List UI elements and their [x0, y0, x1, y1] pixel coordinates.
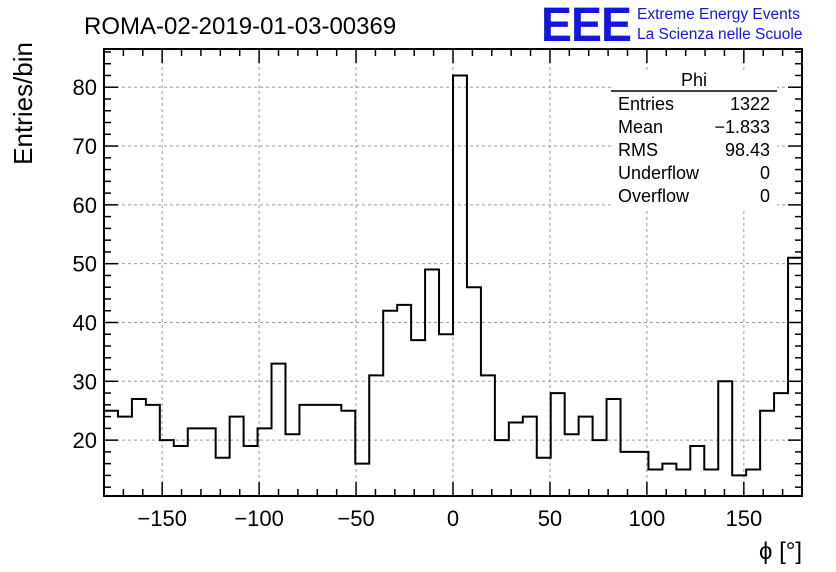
- histogram-bin: [355, 464, 369, 496]
- y-tick-label: 20: [73, 428, 97, 453]
- x-tick-label: 100: [629, 506, 666, 531]
- histogram-bin: [230, 417, 244, 496]
- histogram-bin: [202, 428, 216, 496]
- histogram-bin: [704, 470, 718, 496]
- y-axis-title: Entries/bin: [8, 42, 38, 165]
- eee-logo-mark: EEE: [541, 0, 631, 52]
- histogram-bin: [285, 434, 299, 496]
- histogram-bin: [467, 287, 481, 496]
- histogram-bin: [607, 399, 621, 496]
- x-tick-label: −100: [234, 506, 284, 531]
- x-tick-label: 150: [725, 506, 762, 531]
- histogram-bin: [662, 464, 676, 496]
- x-axis-title: ϕ [°]: [759, 538, 802, 565]
- histogram-bin: [579, 417, 593, 496]
- stats-label-overflow: Overflow: [618, 186, 690, 206]
- stats-box: Phi Entries 1322 Mean −1.833 RMS 98.43 U…: [611, 70, 777, 210]
- histogram-bin: [774, 393, 788, 496]
- stats-value-rms: 98.43: [725, 140, 770, 160]
- histogram-bin: [537, 458, 551, 496]
- y-tick-labels: 20 30 40 50 60 70 80: [73, 75, 97, 453]
- histogram-bin: [551, 393, 565, 496]
- histogram-bin: [746, 470, 760, 496]
- histogram-bin: [453, 75, 467, 496]
- histogram-bin: [188, 428, 202, 496]
- histogram-bin: [425, 270, 439, 496]
- histogram-bin: [327, 405, 341, 496]
- histogram-bin: [565, 434, 579, 496]
- stats-value-mean: −1.833: [714, 117, 770, 137]
- histogram-bin: [244, 446, 258, 496]
- y-tick-label: 40: [73, 310, 97, 335]
- histogram-bars: [103, 74, 803, 496]
- x-tick-label: −150: [137, 506, 187, 531]
- axis-ticks: [103, 49, 803, 496]
- histogram-bin: [495, 440, 509, 496]
- histogram-bin: [676, 470, 690, 496]
- eee-logo: EEE Extreme Energy Events La Scienza nel…: [541, 0, 802, 52]
- stats-label-rms: RMS: [618, 140, 658, 160]
- y-tick-label: 30: [73, 369, 97, 394]
- histogram-bin: [523, 417, 537, 496]
- stats-value-underflow: 0: [760, 163, 770, 183]
- histogram-bin: [216, 458, 230, 496]
- logo-line-1: Extreme Energy Events: [637, 6, 800, 23]
- histogram-bin: [439, 334, 453, 496]
- histogram-bin: [788, 258, 802, 496]
- histogram-bin: [690, 446, 704, 496]
- logo-line-2: La Scienza nelle Scuole: [637, 26, 802, 43]
- histogram-bin: [272, 364, 286, 496]
- histogram-bin: [481, 375, 495, 496]
- x-tick-labels: −150 −100 −50 0 50 100 150: [137, 506, 762, 531]
- histogram-bin: [174, 446, 188, 496]
- x-tick-label: −50: [337, 506, 374, 531]
- histogram-bin: [132, 399, 146, 496]
- histogram-bin: [146, 405, 160, 496]
- stats-value-overflow: 0: [760, 186, 770, 206]
- histogram-bin: [760, 411, 774, 496]
- stats-value-entries: 1322: [730, 94, 770, 114]
- stats-box-background: [611, 70, 777, 210]
- y-tick-label: 70: [73, 134, 97, 159]
- y-tick-label: 50: [73, 252, 97, 277]
- histogram-bin: [369, 375, 383, 496]
- histogram-bin: [397, 305, 411, 496]
- histogram-bin: [118, 417, 132, 496]
- histogram-bin: [718, 381, 732, 496]
- histogram-bin: [104, 411, 118, 496]
- x-tick-label: 0: [447, 506, 459, 531]
- histogram-outline: [103, 74, 803, 496]
- histogram-bin: [593, 440, 607, 496]
- stats-box-title: Phi: [681, 70, 707, 90]
- y-tick-label: 80: [73, 75, 97, 100]
- histogram-bin: [299, 405, 313, 496]
- histogram-bin: [509, 422, 523, 496]
- x-tick-label: 50: [538, 506, 562, 531]
- y-tick-label: 60: [73, 193, 97, 218]
- stats-label-underflow: Underflow: [618, 163, 700, 183]
- histogram-bin: [411, 340, 425, 496]
- histogram-bin: [383, 311, 397, 496]
- histogram-bin: [313, 405, 327, 496]
- stats-label-entries: Entries: [618, 94, 674, 114]
- run-title: ROMA-02-2019-01-03-00369: [84, 13, 396, 40]
- stats-label-mean: Mean: [618, 117, 663, 137]
- histogram-bin: [648, 470, 662, 496]
- histogram-bin: [341, 411, 355, 496]
